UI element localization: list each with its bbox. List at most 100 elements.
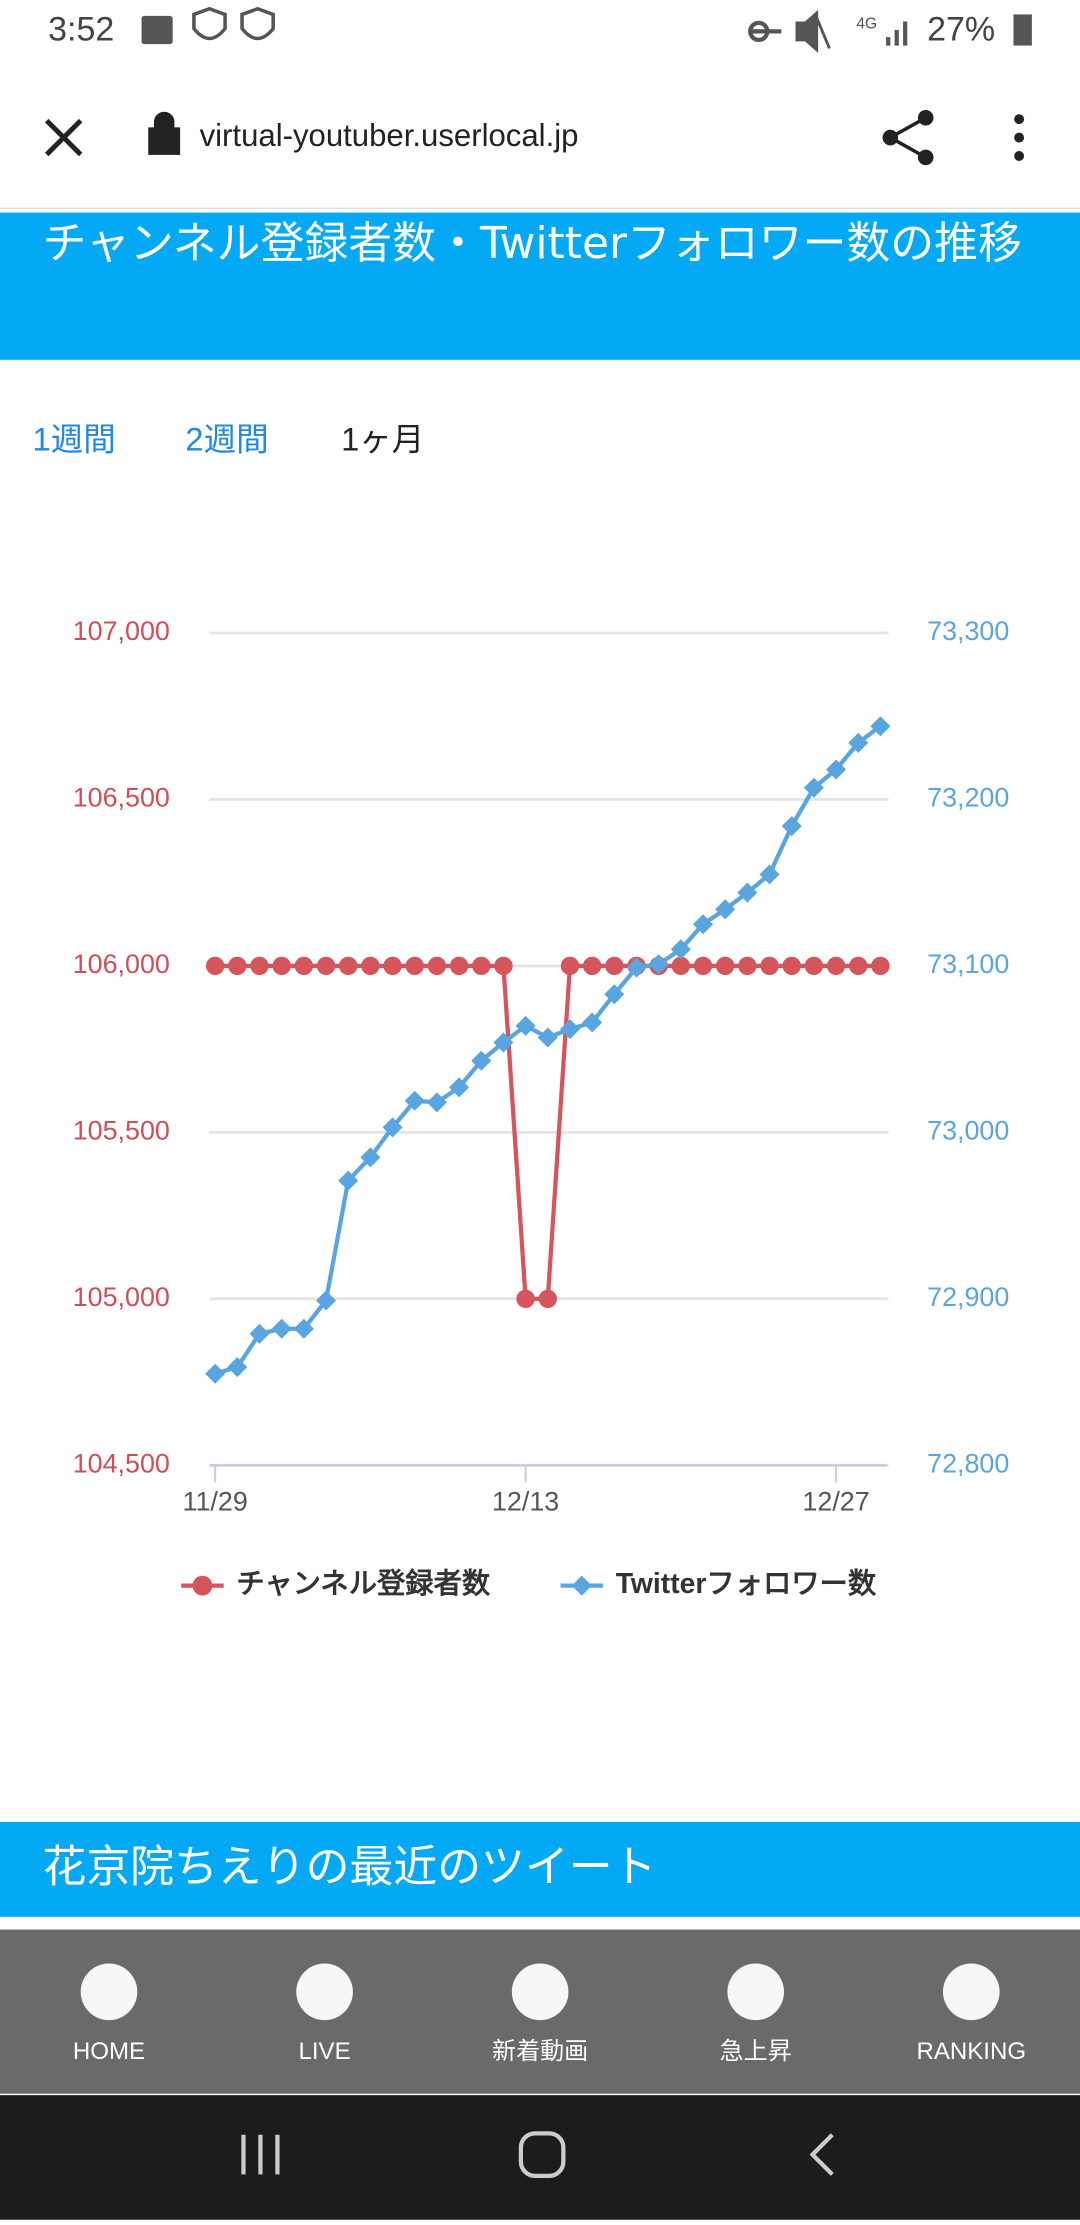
y2-tick-label: 73,300: [927, 616, 1009, 646]
point: [339, 956, 358, 976]
point: [871, 956, 890, 976]
y2-tick-label: 73,200: [927, 783, 1009, 813]
point: [361, 956, 380, 976]
point: [849, 956, 868, 976]
nav-items: HOME LIVE 新着動画 急上昇 RANKING: [73, 1963, 1027, 2066]
home-button[interactable]: [518, 2131, 566, 2178]
tab[interactable]: 1週間: [33, 421, 116, 457]
shield-icon: [240, 6, 275, 41]
point: [559, 1019, 580, 1040]
y-tick-label: 106,500: [73, 783, 170, 813]
recents-button[interactable]: [241, 2134, 280, 2175]
point: [471, 1050, 492, 1071]
point: [493, 1032, 514, 1053]
section-header: [0, 212, 1080, 360]
menu-button[interactable]: [1014, 114, 1025, 161]
tab-active[interactable]: 1ヶ月: [341, 421, 424, 457]
point: [560, 956, 580, 976]
point: [604, 984, 625, 1005]
point: [693, 956, 713, 976]
x-tick-label: 12/27: [802, 1487, 869, 1517]
point: [472, 956, 491, 976]
y2-tick-label: 73,000: [927, 1115, 1009, 1145]
network-type: 4G: [856, 15, 877, 32]
battery-level: 27%: [927, 10, 995, 48]
tab[interactable]: 2週間: [185, 421, 268, 457]
y-tick-label: 105,000: [73, 1282, 170, 1312]
nav-item[interactable]: 新着動画: [492, 1963, 588, 2066]
x-tick-label: 12/13: [492, 1487, 559, 1517]
share-button[interactable]: [882, 109, 934, 166]
nav-icon: [296, 1963, 353, 2021]
point: [848, 732, 869, 753]
y-tick-label: 104,500: [73, 1448, 170, 1478]
point: [494, 956, 513, 976]
nav-icon: [511, 1963, 569, 2021]
x-tick-label: 11/29: [183, 1487, 248, 1517]
point: [538, 1289, 557, 1309]
point: [405, 956, 424, 976]
key-icon: [748, 20, 782, 43]
point: [715, 899, 736, 920]
point: [228, 956, 247, 976]
nav-item[interactable]: RANKING: [917, 1963, 1027, 2066]
point: [826, 956, 846, 976]
nav-item[interactable]: LIVE: [296, 1963, 353, 2066]
point: [759, 864, 780, 885]
url[interactable]: virtual-youtuber.userlocal.jp: [200, 118, 579, 153]
point: [272, 956, 291, 976]
nav-icon: [942, 1963, 1000, 2021]
tweets-header: [0, 1821, 1080, 1917]
top-bar: [0, 0, 1080, 210]
point: [760, 956, 779, 976]
y-tick-label: 107,000: [73, 616, 170, 646]
nav-icon: [80, 1963, 138, 2021]
tweets-title: 花京院ちえりの最近のツイート: [42, 1843, 656, 1892]
close-button[interactable]: [44, 118, 83, 157]
point: [427, 956, 447, 976]
point: [227, 1357, 248, 1378]
legend-label: チャンネル登録者数: [236, 1567, 491, 1599]
nav-item[interactable]: HOME: [73, 1963, 145, 2066]
signal-icon: [886, 21, 908, 46]
point: [205, 956, 225, 976]
point: [537, 1027, 558, 1048]
shield-icon: [192, 6, 227, 41]
point: [516, 1289, 535, 1309]
point: [293, 1318, 314, 1339]
gallery-icon: [141, 15, 173, 45]
nav-icon: [727, 1963, 785, 2021]
point: [605, 956, 624, 976]
nav-label: LIVE: [298, 2038, 350, 2065]
battery-icon: [1013, 14, 1032, 46]
legend-marker: [571, 1575, 592, 1596]
y-tick-label: 105,500: [73, 1115, 170, 1145]
legend-marker: [192, 1575, 213, 1596]
lock-icon: [148, 111, 181, 155]
point: [294, 956, 314, 976]
point: [449, 956, 469, 976]
point: [383, 956, 402, 976]
back-button[interactable]: [809, 2133, 834, 2176]
point: [271, 1318, 292, 1339]
point: [249, 1323, 270, 1344]
nav-label: HOME: [73, 2038, 145, 2065]
point: [781, 816, 802, 837]
nav-item[interactable]: 急上昇: [720, 1963, 792, 2066]
nav-label: 新着動画: [492, 2038, 588, 2065]
point: [738, 956, 757, 976]
y2-tick-label: 73,100: [927, 949, 1009, 979]
system-bar: [0, 2095, 1080, 2220]
point: [515, 1015, 536, 1036]
point: [205, 1363, 226, 1384]
point: [404, 1090, 425, 1111]
point: [782, 956, 801, 976]
mute-icon: [795, 9, 831, 53]
y2-tick-label: 72,900: [927, 1282, 1009, 1312]
point: [693, 914, 714, 935]
point: [804, 956, 824, 976]
point: [715, 956, 735, 976]
point: [737, 882, 758, 903]
